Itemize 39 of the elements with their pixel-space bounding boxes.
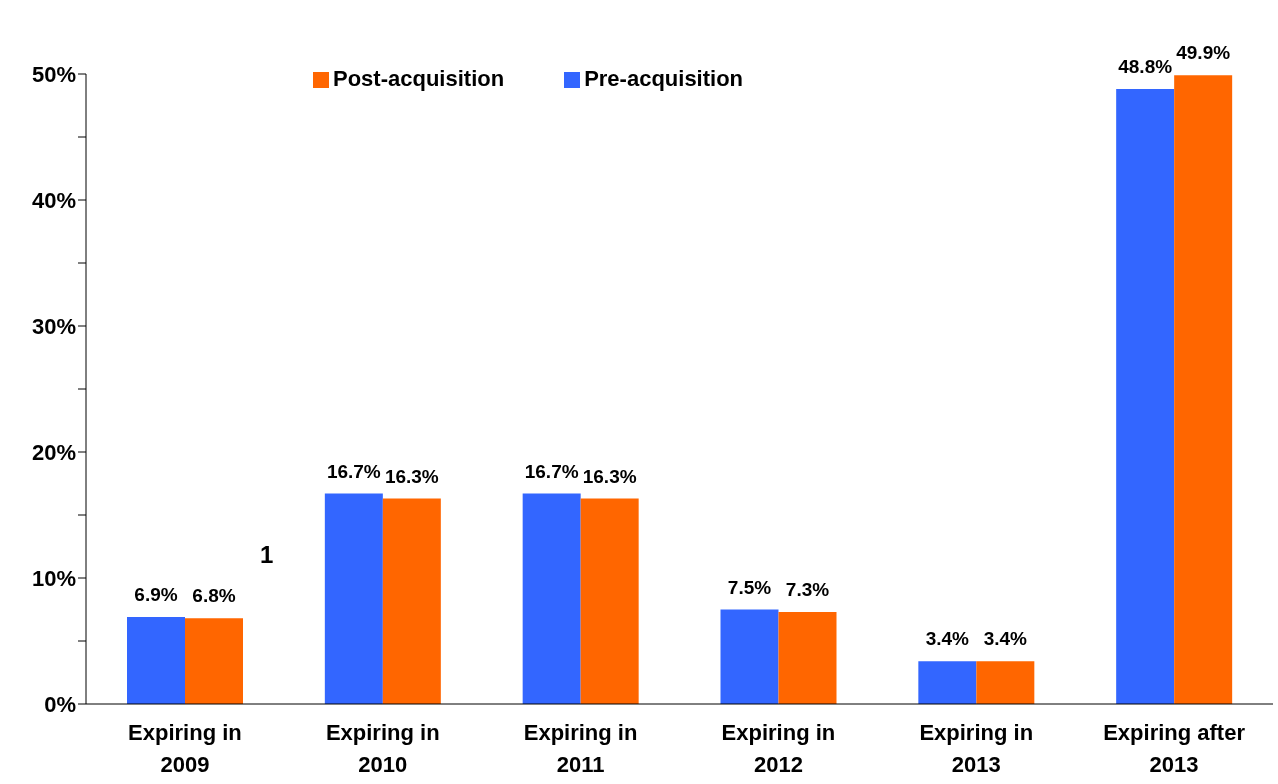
legend-label: Post-acquisition [333,66,505,91]
bar [1116,89,1175,704]
data-label: 16.3% [582,465,637,487]
bar [127,617,185,704]
data-label: 16.3% [384,465,439,487]
y-tick-label: 0% [44,691,76,717]
bar [778,612,837,704]
data-label: 48.8% [1118,56,1173,78]
bar [976,661,1035,704]
bar [522,493,581,704]
data-label: 16.7% [326,460,381,482]
bar [580,498,639,704]
data-label: 49.9% [1176,42,1231,64]
x-tick-label: Expiring in 2012 [721,720,836,777]
data-label: 7.5% [727,576,772,598]
data-label: 7.3% [785,579,830,601]
annotation: 1 [260,541,274,569]
data-label: 3.4% [983,628,1028,650]
data-label: 6.8% [192,585,236,607]
legend-label: Pre-acquisition [584,66,744,91]
data-label: 6.9% [134,584,178,606]
x-tick-label: Expiring in 2011 [523,720,638,777]
x-tick-label: Expiring after 2013 [1103,720,1246,777]
x-tick-label: Expiring in 2009 [128,720,242,777]
bar [1174,75,1233,704]
data-label: 3.4% [925,628,970,650]
x-tick-label: Expiring in 2013 [919,720,1034,777]
y-tick-label: 10% [31,565,76,591]
y-tick-label: 40% [31,187,76,213]
y-tick-label: 50% [31,61,76,87]
y-tick-label: 30% [31,313,76,339]
bar [918,661,977,704]
y-tick-label: 20% [31,439,76,465]
bar [324,493,383,704]
bar [382,498,441,704]
bar [720,609,779,704]
data-label: 16.7% [524,460,579,482]
bar [185,618,243,704]
x-tick-label: Expiring in 2010 [325,720,440,777]
